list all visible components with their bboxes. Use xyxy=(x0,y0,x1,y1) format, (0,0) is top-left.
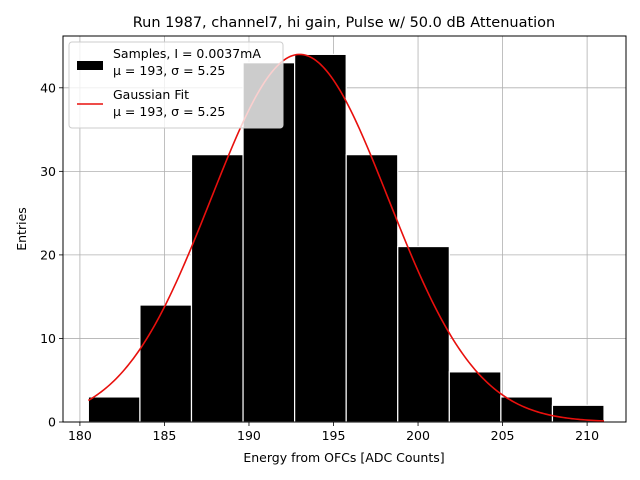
x-tick-label: 180 xyxy=(68,428,92,443)
chart-title: Run 1987, channel7, hi gain, Pulse w/ 50… xyxy=(133,15,556,31)
x-tick-label: 190 xyxy=(237,428,261,443)
histogram-bar xyxy=(294,53,347,423)
legend-samples-swatch xyxy=(77,61,103,70)
histogram-bar xyxy=(87,396,141,423)
x-tick-label: 200 xyxy=(406,428,430,443)
x-tick-label: 195 xyxy=(322,428,346,443)
y-axis-ticks: 0 10 20 30 40 xyxy=(40,80,63,430)
histogram-bar xyxy=(345,154,399,423)
y-axis-label: Entries xyxy=(14,207,29,251)
x-axis-ticks: 180 185 190 195 200 205 210 xyxy=(68,422,599,443)
x-tick-label: 185 xyxy=(153,428,177,443)
x-axis-label: Energy from OFCs [ADC Counts] xyxy=(243,450,444,465)
y-tick-label: 0 xyxy=(48,415,56,430)
histogram-bar xyxy=(139,304,193,423)
histogram-bar xyxy=(448,371,502,423)
histogram-bar xyxy=(397,245,450,423)
legend-fit-line2: μ = 193, σ = 5.25 xyxy=(113,104,225,119)
y-tick-label: 10 xyxy=(40,331,56,346)
y-tick-label: 30 xyxy=(40,164,56,179)
legend-samples-line2: μ = 193, σ = 5.25 xyxy=(113,63,225,78)
legend: Samples, I = 0.0037mA μ = 193, σ = 5.25 … xyxy=(68,41,284,129)
x-tick-label: 210 xyxy=(575,428,599,443)
gaussian-fit-line xyxy=(87,53,605,422)
histogram-bar xyxy=(190,154,244,423)
x-tick-label: 205 xyxy=(491,428,515,443)
histogram-bar xyxy=(500,396,554,423)
plot-frame xyxy=(62,35,627,423)
legend-samples-line1: Samples, I = 0.0037mA xyxy=(113,46,261,61)
y-tick-label: 20 xyxy=(40,247,56,262)
y-tick-label: 40 xyxy=(40,80,56,95)
legend-box xyxy=(68,41,284,129)
legend-fit-line1: Gaussian Fit xyxy=(113,87,189,102)
gaussian-fit xyxy=(87,53,605,422)
